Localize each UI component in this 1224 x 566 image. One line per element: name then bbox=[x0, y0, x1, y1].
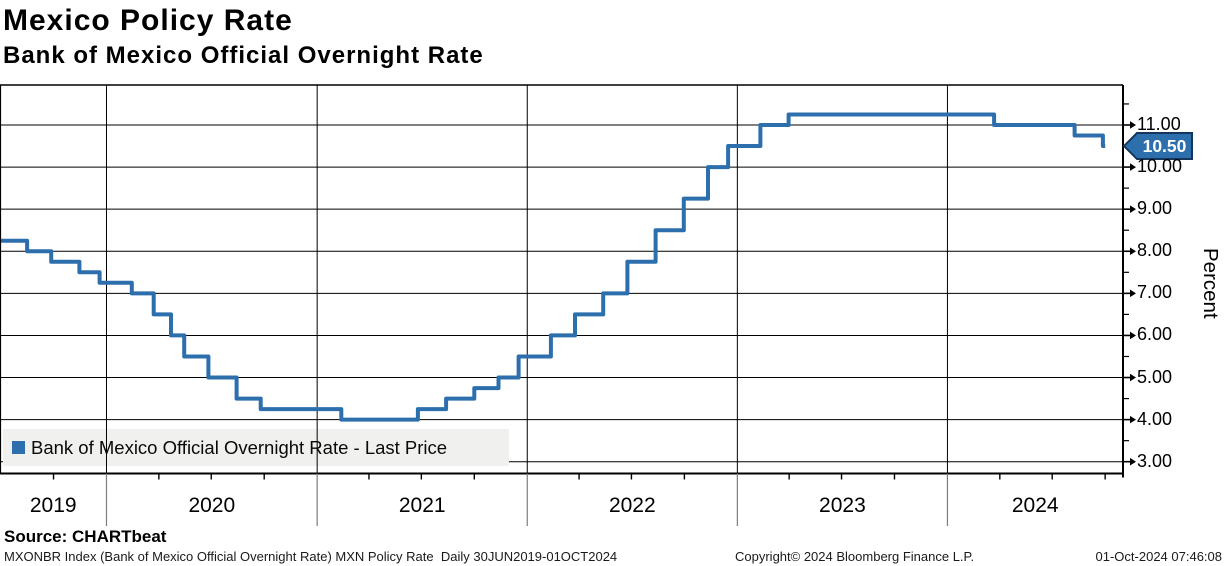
y-tick-label: 7.00 bbox=[1137, 282, 1173, 303]
y-tick-label: 11.00 bbox=[1137, 113, 1181, 134]
page-title: Mexico Policy Rate bbox=[3, 4, 293, 37]
y-tick-arrow-icon bbox=[1130, 373, 1136, 382]
y-tick-label: 4.00 bbox=[1137, 408, 1173, 429]
y-axis-title: Percent bbox=[1199, 247, 1222, 319]
y-tick-label: 3.00 bbox=[1137, 450, 1173, 471]
legend-swatch-icon bbox=[12, 441, 25, 454]
legend-label: Bank of Mexico Official Overnight Rate -… bbox=[31, 436, 448, 458]
y-tick-arrow-icon bbox=[1130, 331, 1136, 340]
y-tick-label: 9.00 bbox=[1137, 198, 1173, 219]
legend-item[interactable]: Bank of Mexico Official Overnight Rate -… bbox=[3, 429, 509, 466]
y-tick-label: 8.00 bbox=[1137, 240, 1173, 261]
y-tick-arrow-icon bbox=[1130, 247, 1136, 256]
last-price-tag: 10.50 bbox=[1142, 136, 1187, 156]
footer-index-description: MXONBR Index (Bank of Mexico Official Ov… bbox=[4, 549, 618, 564]
y-tick-label: 10.00 bbox=[1137, 156, 1183, 177]
y-tick-arrow-icon bbox=[1130, 121, 1136, 129]
y-tick-arrow-icon bbox=[1130, 163, 1136, 171]
x-tick-label: 2020 bbox=[188, 494, 236, 517]
footer-copyright: Copyright© 2024 Bloomberg Finance L.P. bbox=[735, 549, 975, 564]
y-tick-arrow-icon bbox=[1130, 415, 1136, 424]
x-tick-label: 2019 bbox=[29, 494, 77, 517]
x-tick-label: 2023 bbox=[819, 494, 866, 517]
y-tick-arrow-icon bbox=[1130, 289, 1136, 298]
legend-background bbox=[3, 429, 509, 466]
source-line: Source: CHARTbeat bbox=[4, 527, 167, 546]
y-tick-arrow-icon bbox=[1130, 205, 1136, 213]
footer-timestamp: 01-Oct-2024 07:46:08 bbox=[1095, 549, 1222, 564]
y-tick-arrow-icon bbox=[1130, 457, 1136, 466]
x-tick-label: 2021 bbox=[398, 494, 446, 517]
chart-subtitle: Bank of Mexico Official Overnight Rate bbox=[3, 42, 484, 69]
last-price-tag-shape bbox=[1122, 132, 1193, 161]
y-tick-label: 5.00 bbox=[1137, 366, 1173, 387]
x-tick-label: 2024 bbox=[1011, 494, 1059, 517]
policy-rate-step-line bbox=[0, 112, 1106, 422]
y-tick-label: 6.00 bbox=[1137, 324, 1173, 345]
x-tick-label: 2022 bbox=[608, 494, 656, 517]
